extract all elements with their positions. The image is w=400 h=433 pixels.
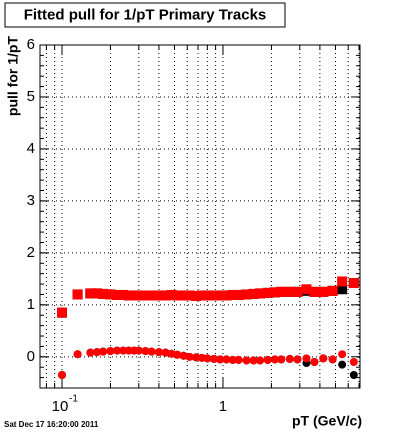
- title-box: [4, 2, 286, 28]
- marker: [147, 347, 156, 356]
- marker: [93, 348, 102, 357]
- marker: [338, 350, 347, 359]
- marker: [337, 284, 348, 295]
- marker: [262, 287, 273, 298]
- marker: [98, 288, 109, 299]
- marker: [119, 346, 128, 355]
- marker: [184, 290, 195, 301]
- y-tick-label: 4: [27, 140, 35, 157]
- marker: [284, 286, 295, 297]
- marker: [234, 355, 243, 364]
- marker: [255, 288, 266, 299]
- marker: [318, 286, 329, 297]
- marker: [241, 289, 252, 300]
- marker: [310, 358, 319, 367]
- marker: [349, 358, 358, 367]
- marker: [166, 289, 177, 300]
- marker: [233, 289, 244, 300]
- marker: [141, 347, 150, 356]
- marker: [215, 290, 226, 301]
- x-axis-label: pT (GeV/c): [292, 413, 362, 429]
- marker: [140, 290, 151, 301]
- marker: [105, 289, 116, 300]
- marker: [161, 348, 170, 357]
- marker: [86, 348, 95, 357]
- marker: [202, 290, 213, 301]
- marker: [173, 350, 182, 359]
- marker: [58, 371, 67, 380]
- marker: [319, 354, 328, 363]
- marker: [293, 355, 302, 364]
- marker: [57, 307, 68, 318]
- marker: [203, 354, 212, 363]
- marker: [118, 289, 129, 300]
- marker: [328, 355, 337, 364]
- marker: [277, 355, 286, 364]
- marker: [112, 289, 123, 300]
- marker: [185, 352, 194, 361]
- marker: [285, 354, 294, 363]
- marker: [146, 290, 157, 301]
- marker: [309, 286, 320, 297]
- marker: [349, 371, 358, 380]
- x-tick-label: 10: [52, 398, 69, 415]
- marker: [348, 278, 359, 289]
- marker: [153, 290, 164, 301]
- x-tick-label: 1: [219, 398, 227, 415]
- marker: [292, 286, 303, 297]
- x-tick-exponent: -1: [69, 394, 78, 405]
- marker: [337, 276, 348, 287]
- marker: [269, 287, 280, 298]
- marker: [216, 355, 225, 364]
- timestamp: Sat Dec 17 16:20:00 2011: [4, 420, 99, 429]
- marker: [172, 290, 183, 301]
- marker: [327, 285, 338, 296]
- plot-frame: [39, 44, 361, 389]
- marker: [191, 291, 202, 302]
- marker: [92, 288, 103, 299]
- marker: [154, 348, 163, 357]
- marker: [192, 353, 201, 362]
- marker: [249, 356, 258, 365]
- marker: [263, 355, 272, 364]
- marker: [221, 290, 232, 301]
- y-tick-label: 0: [27, 348, 35, 365]
- marker: [302, 354, 311, 363]
- marker: [113, 346, 122, 355]
- marker: [133, 290, 144, 301]
- chart-title: Fitted pull for 1/pT Primary Tracks: [24, 6, 267, 23]
- marker: [123, 290, 134, 301]
- marker: [73, 350, 82, 359]
- marker: [210, 354, 219, 363]
- y-tick-label: 2: [27, 244, 35, 261]
- marker: [99, 347, 108, 356]
- y-tick-label: 5: [27, 88, 35, 105]
- marker: [276, 286, 287, 297]
- marker: [256, 356, 265, 365]
- marker: [228, 355, 237, 364]
- y-tick-label: 1: [27, 296, 35, 313]
- marker: [160, 290, 171, 301]
- marker: [196, 290, 207, 301]
- marker: [242, 356, 251, 365]
- marker: [227, 289, 238, 300]
- marker: [85, 288, 96, 299]
- marker: [72, 289, 83, 300]
- marker: [338, 360, 347, 369]
- marker: [178, 290, 189, 301]
- y-axis-label: pull for 1/pT: [5, 36, 21, 117]
- y-tick-label: 6: [27, 36, 35, 53]
- marker: [209, 290, 220, 301]
- marker: [222, 355, 231, 364]
- marker: [248, 288, 259, 299]
- marker: [301, 284, 312, 295]
- y-tick-label: 3: [27, 192, 35, 209]
- marker: [134, 346, 143, 355]
- marker: [106, 347, 115, 356]
- marker: [270, 355, 279, 364]
